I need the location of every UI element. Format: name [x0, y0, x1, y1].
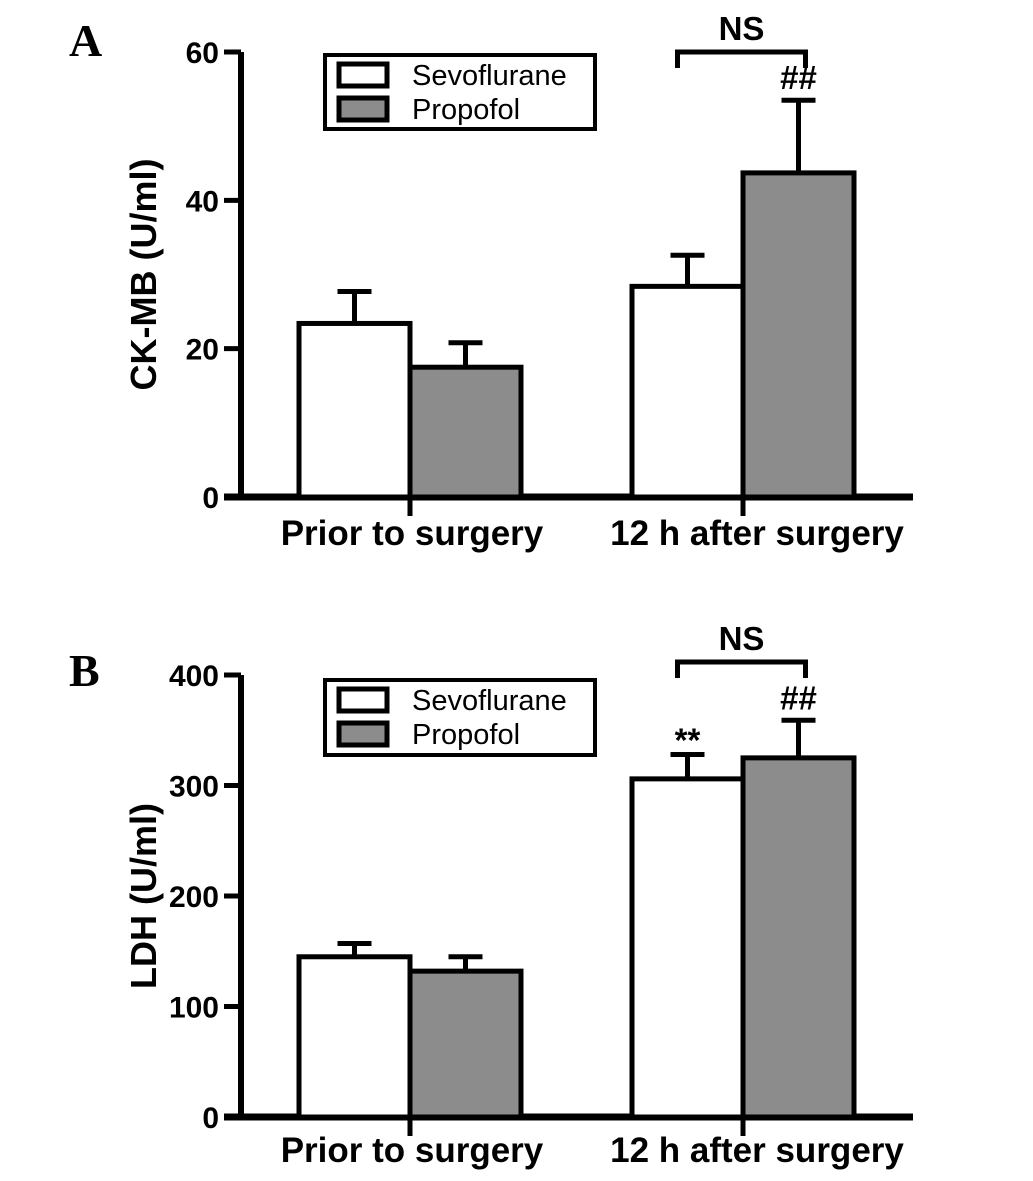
category-label: 12 h after surgery: [610, 1131, 904, 1170]
y-tick-label: 20: [186, 334, 219, 367]
panel-a-label: A: [69, 15, 103, 66]
legend-label: Sevoflurane: [412, 685, 567, 717]
bar-propofol: [407, 364, 524, 500]
y-tick-label: 200: [169, 881, 219, 914]
y-tick-label: 0: [202, 1102, 219, 1135]
significance-marker: ##: [780, 59, 817, 96]
bar-sevoflurane: [629, 283, 746, 500]
legend-label: Propofol: [412, 719, 520, 751]
category-label: Prior to surgery: [281, 514, 544, 553]
legend-label: Sevoflurane: [412, 60, 567, 92]
bar-sevoflurane: [296, 954, 413, 1120]
bar-sevoflurane: [296, 320, 413, 500]
y-axis-title: LDH (U/ml): [123, 803, 164, 989]
bar-sevoflurane: [629, 776, 746, 1120]
bar-propofol: [407, 968, 524, 1120]
bar-propofol: [740, 170, 857, 500]
y-tick-label: 40: [186, 185, 219, 218]
legend-swatch-sevoflurane: [336, 61, 390, 89]
ns-bracket: [675, 49, 808, 68]
y-tick-label: 0: [202, 482, 219, 515]
y-axis-title: CK-MB (U/ml): [123, 159, 164, 391]
legend-swatch-propofol: [336, 95, 390, 123]
ns-label: NS: [719, 620, 765, 657]
y-tick-label: 60: [186, 37, 219, 70]
y-tick-label: 100: [169, 992, 219, 1025]
category-label: Prior to surgery: [281, 1131, 544, 1170]
panel-b-label: B: [69, 645, 100, 696]
legend-label: Propofol: [412, 94, 520, 126]
significance-marker: ##: [780, 679, 817, 716]
y-tick-label: 400: [169, 660, 219, 693]
ns-bracket: [675, 659, 808, 678]
significance-marker: **: [675, 722, 701, 759]
legend-swatch-sevoflurane: [336, 686, 390, 714]
ns-label: NS: [719, 10, 765, 47]
category-label: 12 h after surgery: [610, 514, 904, 553]
bar-propofol: [740, 755, 857, 1120]
legend-swatch-propofol: [336, 720, 390, 748]
y-tick-label: 300: [169, 771, 219, 804]
